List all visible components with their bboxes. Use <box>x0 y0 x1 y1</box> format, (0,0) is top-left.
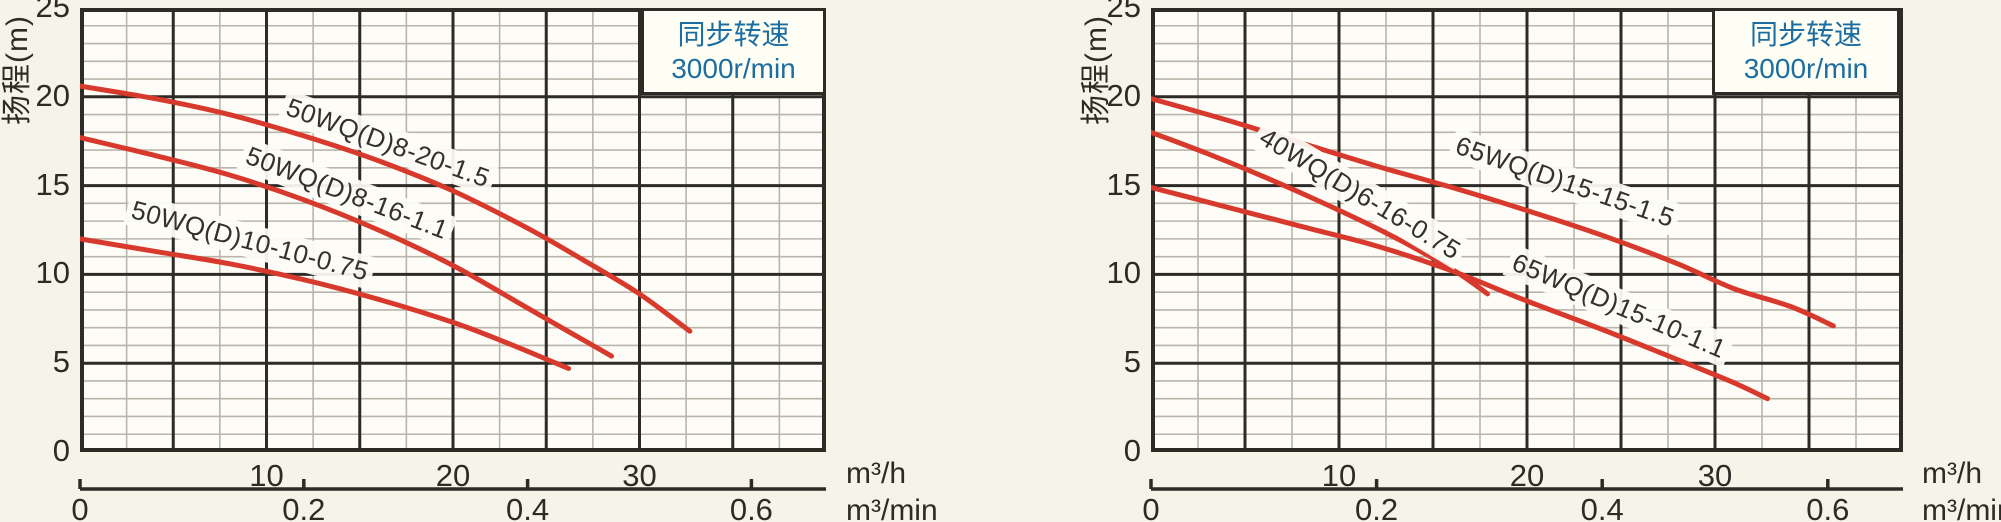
legend-box: 同步转速 3000r/min <box>641 8 826 95</box>
pump-curve <box>80 135 614 359</box>
x2-tick-label: 0.6 <box>729 492 773 522</box>
secondary-flow-axis <box>78 479 826 491</box>
y-tick-label: 15 <box>35 166 70 202</box>
x-tick-label: 30 <box>1697 458 1733 493</box>
secondary-flow-axis <box>1149 479 1903 491</box>
x2-tick-label: 0 <box>71 492 89 522</box>
x2-tick-label: 0.6 <box>1806 492 1850 522</box>
pump-curve <box>80 83 693 334</box>
plot-area-svg <box>1151 8 1903 452</box>
x-tick-label: 20 <box>1509 458 1545 493</box>
legend-line-rpm: 3000r/min <box>1743 52 1869 84</box>
x2-tick-label: 0.2 <box>1355 492 1399 522</box>
y-tick-label: 10 <box>35 255 70 291</box>
x2-tick-label: 0.2 <box>282 492 326 522</box>
flow-unit-m3h: m³/h <box>846 457 906 490</box>
y-tick-label: 10 <box>1106 255 1141 291</box>
y-tick-label: 25 <box>35 0 70 24</box>
y-tick-label: 5 <box>1123 344 1141 380</box>
y-tick-label: 0 <box>52 433 70 468</box>
y-tick-label: 25 <box>1106 0 1141 24</box>
x2-tick-label: 0.4 <box>506 492 550 522</box>
pump-curve <box>1151 184 1771 402</box>
legend-line-speed: 同步转速 <box>677 18 790 50</box>
legend-line-rpm: 3000r/min <box>671 52 796 84</box>
legend-line-speed: 同步转速 <box>1749 18 1862 50</box>
x-tick-label: 10 <box>1321 458 1357 493</box>
y-tick-label: 5 <box>52 344 70 380</box>
legend-box: 同步转速 3000r/min <box>1712 8 1900 95</box>
y-tick-label: 20 <box>35 77 70 113</box>
flow-unit-m3h: m³/h <box>1922 457 1982 490</box>
x2-tick-label: 0.4 <box>1580 492 1624 522</box>
flow-unit-m3min: m³/min <box>846 494 938 522</box>
x-tick-label: 30 <box>622 458 657 493</box>
pump-curve <box>80 236 572 371</box>
y-tick-label: 15 <box>1106 166 1141 202</box>
x-tick-label: 10 <box>249 458 284 493</box>
x2-tick-label: 0 <box>1142 492 1160 522</box>
y-tick-label: 20 <box>1106 77 1141 113</box>
y-tick-label: 0 <box>1123 433 1141 468</box>
x-tick-label: 20 <box>435 458 471 493</box>
flow-unit-m3min: m³/min <box>1922 494 2001 522</box>
